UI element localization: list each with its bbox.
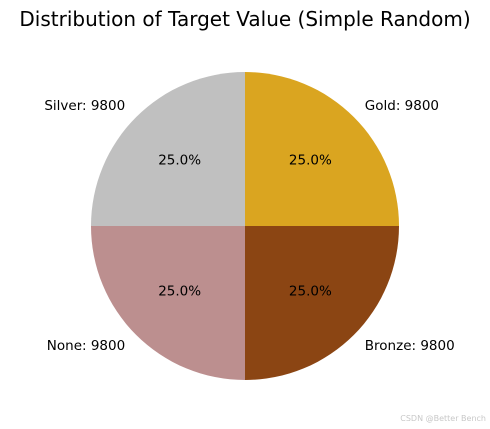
pie-labels: Gold: 9800 25.0% Bronze: 9800 25.0% None: 98…	[44, 98, 454, 354]
slice-label-silver: Silver: 9800	[44, 98, 125, 114]
percent-label-bronze: 25.0%	[289, 283, 332, 299]
watermark: CSDN @Better Bench	[400, 414, 486, 423]
chart-title: Distribution of Target Value (Simple Ran…	[19, 7, 470, 31]
percent-label-none: 25.0%	[158, 283, 201, 299]
pie-slice-bronze	[245, 226, 399, 380]
percent-label-gold: 25.0%	[289, 153, 332, 169]
pie-slice-none	[91, 226, 245, 380]
pie-slice-gold	[245, 72, 399, 226]
slice-label-gold: Gold: 9800	[365, 98, 439, 114]
slice-label-bronze: Bronze: 9800	[365, 338, 455, 354]
pie-slices	[91, 72, 399, 380]
pie-slice-silver	[91, 72, 245, 226]
percent-label-silver: 25.0%	[158, 153, 201, 169]
slice-label-none: None: 9800	[47, 338, 125, 354]
